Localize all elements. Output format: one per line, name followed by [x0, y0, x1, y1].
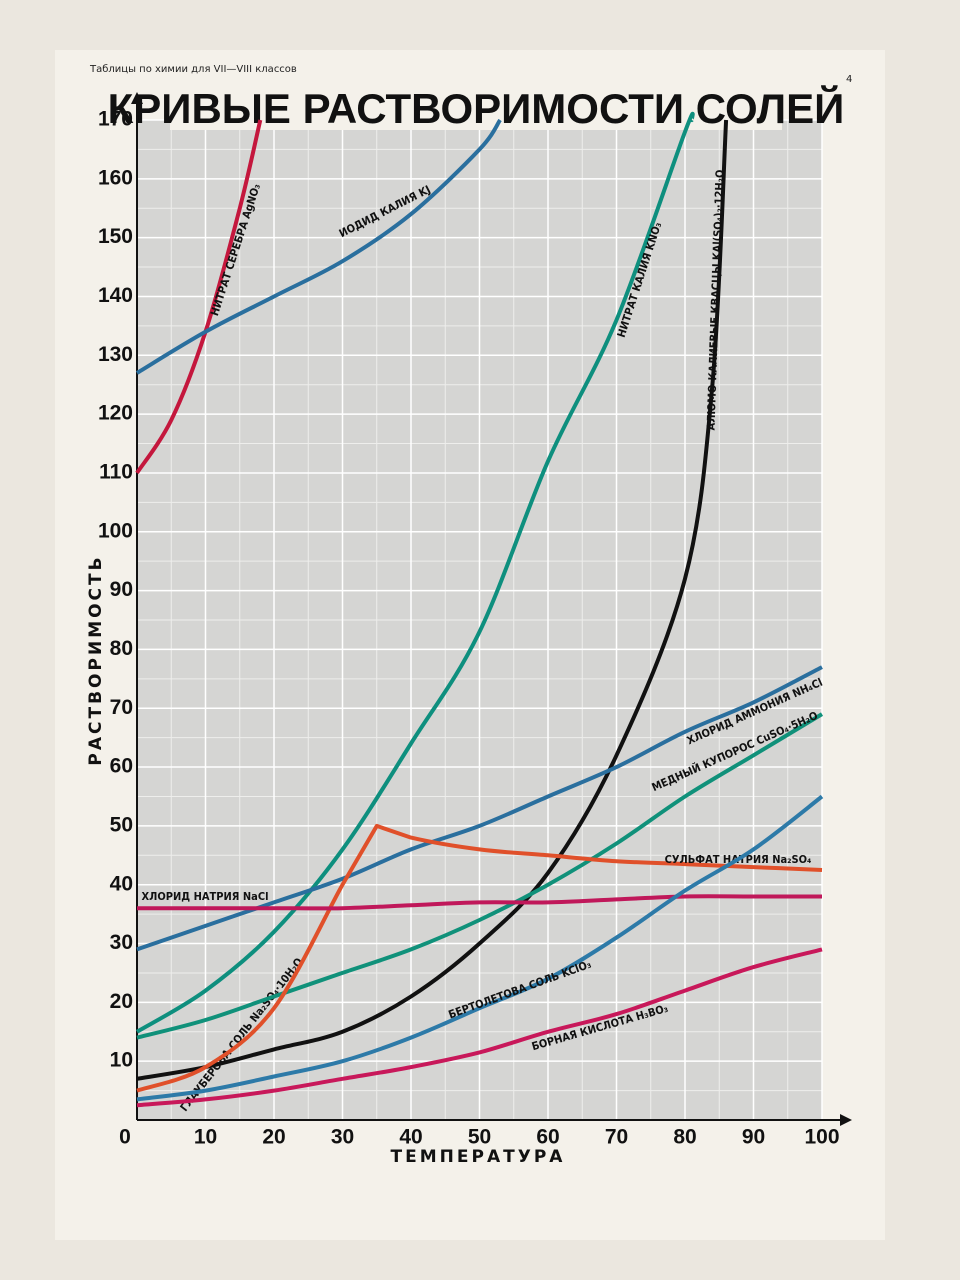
y-tick-label: 70 — [110, 696, 133, 719]
y-tick-label: 80 — [110, 637, 133, 660]
y-tick-label: 20 — [110, 990, 133, 1013]
x-tick-label: 30 — [331, 1126, 354, 1149]
y-arrow — [131, 92, 143, 104]
x-arrow — [840, 1114, 852, 1126]
curve — [136, 794, 824, 1102]
x-axis-label: ТЕМПЕРАТУРА — [391, 1147, 566, 1167]
curve — [136, 712, 824, 1040]
y-tick-label: 100 — [98, 519, 133, 542]
x-tick-label: 20 — [262, 1126, 285, 1149]
y-tick-label: 30 — [110, 931, 133, 954]
y-tick-label: 50 — [110, 813, 133, 836]
curve — [136, 894, 822, 911]
y-tick-label: 160 — [98, 166, 133, 189]
page-number: 4 — [846, 74, 852, 85]
x-tick-label: 60 — [536, 1126, 559, 1149]
x-tick-label: 100 — [804, 1126, 839, 1149]
y-tick-label: 170 — [98, 108, 133, 131]
x-tick-label: 70 — [605, 1126, 628, 1149]
curve — [136, 119, 729, 1081]
curve — [135, 111, 695, 1034]
y-tick-label: 40 — [110, 872, 133, 895]
curve-label: ХЛОРИД НАТРИЯ NaCl — [142, 890, 269, 903]
x-tick-label: 50 — [468, 1126, 491, 1149]
y-axis-label: РАСТВОРИМОСТЬ — [86, 554, 106, 765]
curve — [136, 947, 823, 1108]
y-tick-label: 60 — [110, 755, 133, 778]
y-tick-label: 10 — [110, 1049, 133, 1072]
y-tick-label: 110 — [99, 460, 133, 483]
x-tick-label: 90 — [742, 1126, 765, 1149]
curve — [136, 823, 823, 1093]
curve — [135, 118, 502, 375]
y-tick-label: 130 — [98, 343, 133, 366]
y-tick-label: 140 — [98, 284, 133, 307]
y-tick-label: 120 — [98, 402, 133, 425]
series-title: Таблицы по химии для VII—VIII классов — [89, 64, 297, 75]
y-tick-label: 150 — [98, 225, 133, 248]
curve — [135, 119, 263, 475]
x-tick-label: 10 — [194, 1126, 217, 1149]
x-tick-label: 80 — [673, 1126, 696, 1149]
title-band — [170, 86, 782, 130]
x-tick-label: 0 — [119, 1126, 131, 1149]
y-tick-label: 90 — [110, 578, 133, 601]
chart-title: КРИВЫЕ РАСТВОРИМОСТИ СОЛЕЙ — [108, 84, 845, 132]
x-tick-label: 40 — [399, 1126, 422, 1149]
